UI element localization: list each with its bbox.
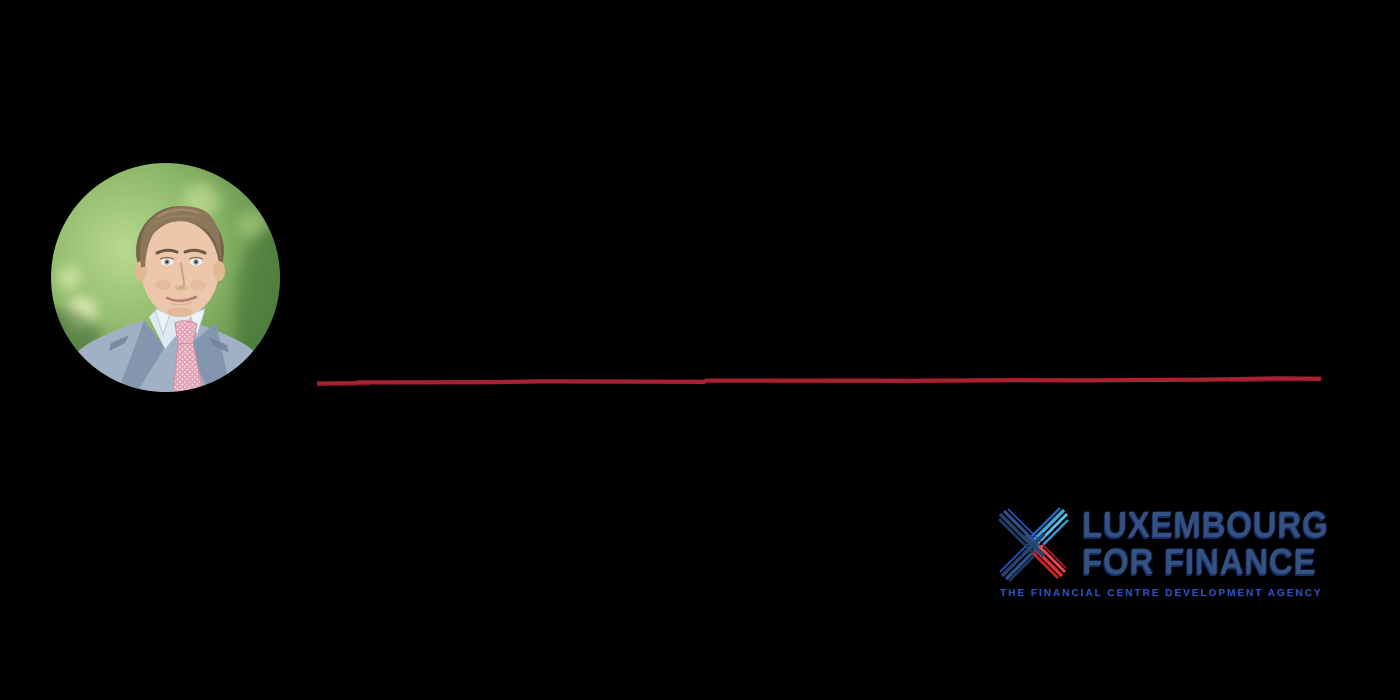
divider-line <box>310 371 1330 389</box>
lff-logo: LUXEMBOURG FOR FINANCE THE FINANCIAL CEN… <box>998 503 1332 603</box>
lff-tagline: THE FINANCIAL CENTRE DEVELOPMENT AGENCY <box>1000 588 1323 599</box>
speaker-photo <box>51 163 280 392</box>
lff-wordmark-line2: FOR FINANCE <box>1082 541 1317 582</box>
divider-line-stroke <box>316 376 1322 386</box>
lff-wordmark: LUXEMBOURG FOR FINANCE <box>1082 506 1350 580</box>
portrait-illustration <box>51 163 280 392</box>
lff-x-mark-icon <box>998 507 1069 582</box>
lff-wordmark-line1: LUXEMBOURG <box>1082 504 1329 545</box>
